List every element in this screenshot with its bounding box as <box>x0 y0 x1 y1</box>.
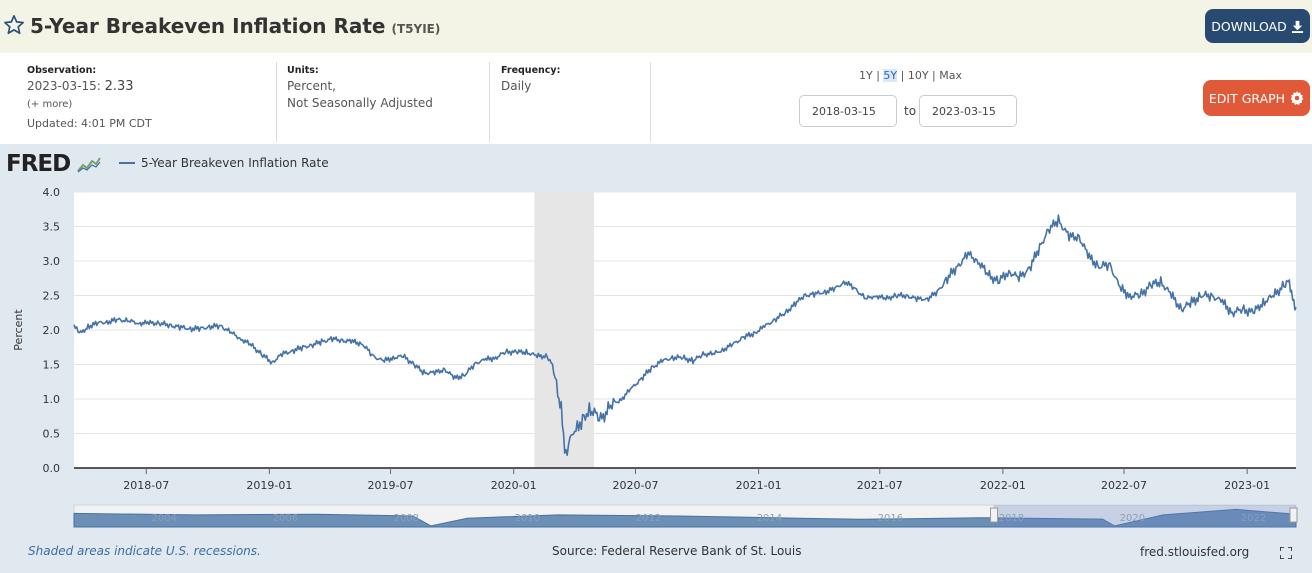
frequency-block: Frequency: Daily <box>501 53 641 144</box>
observation-label: Observation: <box>27 65 97 76</box>
range-1y[interactable]: 1Y <box>859 69 873 82</box>
units-line2: Not Seasonally Adjusted <box>287 96 433 110</box>
chart-legend: 5-Year Breakeven Inflation Rate <box>119 156 329 170</box>
x-tick-label: 2022-07 <box>1101 479 1147 492</box>
series-id: (T5YIE) <box>391 22 441 36</box>
fred-logo: FRED <box>6 151 102 177</box>
recession-note: Shaded areas indicate U.S. recessions. <box>28 544 261 558</box>
navigator-year-label: 2010 <box>515 513 540 524</box>
edit-graph-label: EDIT GRAPH <box>1208 90 1286 106</box>
observation-value: 2.33 <box>104 79 134 94</box>
series-line <box>73 214 1297 457</box>
x-tick-label: 2019-07 <box>368 479 414 492</box>
download-label: DOWNLOAD <box>1211 18 1287 34</box>
range-max[interactable]: Max <box>939 69 963 82</box>
x-tick-label: 2018-07 <box>123 479 169 492</box>
navigator-year-label: 2014 <box>757 513 782 524</box>
y-tick-label: 0.0 <box>43 462 61 475</box>
divider <box>276 62 277 142</box>
y-tick-label: 3.5 <box>43 221 61 234</box>
line-chart[interactable]: 0.0 0.5 1.0 1.5 2.0 2.5 3.0 3.5 4.0 2018-07 2019-0… <box>0 0 1312 540</box>
navigator-year-label: 2016 <box>878 513 903 524</box>
site-link[interactable]: fred.stlouisfed.org <box>1140 545 1250 559</box>
y-tick-label: 4.0 <box>43 186 61 199</box>
fullscreen-icon[interactable] <box>1280 547 1292 559</box>
units-line1: Percent, <box>287 79 336 93</box>
observation-block: Observation: 2023-03-15: 2.33 (+ more) U… <box>27 53 272 144</box>
logo-text: FRED <box>6 151 71 177</box>
navigator-year-label: 2012 <box>636 513 661 524</box>
x-tick-label: 2019-01 <box>246 479 292 492</box>
observation-line: 2023-03-15: 2.33 <box>27 79 134 94</box>
navigator-handle-left[interactable] <box>990 507 999 523</box>
star-icon[interactable] <box>3 14 25 36</box>
range-5y[interactable]: 5Y <box>883 69 898 82</box>
info-panel: Observation: 2023-03-15: 2.33 (+ more) U… <box>0 53 1312 144</box>
y-tick-label: 2.5 <box>43 290 61 303</box>
x-tick-label: 2023-01 <box>1224 479 1270 492</box>
navigator-year-label: 2006 <box>273 513 298 524</box>
x-tick-label: 2020-01 <box>491 479 537 492</box>
divider <box>650 62 651 142</box>
gear-icon <box>1290 91 1304 105</box>
y-tick-label: 1.0 <box>43 393 61 406</box>
end-date-input[interactable]: 2023-03-15 <box>919 95 1017 127</box>
download-icon <box>1291 20 1303 33</box>
frequency-label: Frequency: <box>501 65 561 76</box>
source-text: Source: Federal Reserve Bank of St. Loui… <box>552 544 802 558</box>
x-tick-label: 2021-01 <box>736 479 782 492</box>
y-tick-label: 0.5 <box>43 428 61 441</box>
navigator-year-label: 2008 <box>394 513 419 524</box>
legend-swatch <box>119 162 135 164</box>
units-label: Units: <box>287 65 319 76</box>
download-button[interactable]: DOWNLOAD <box>1205 9 1310 43</box>
navigator-year-label: 2018 <box>999 513 1024 524</box>
range-10y[interactable]: 10Y <box>907 69 929 82</box>
y-tick-label: 1.5 <box>43 359 61 372</box>
page-title: 5-Year Breakeven Inflation Rate (T5YIE) <box>30 14 440 38</box>
more-link[interactable]: (+ more) <box>27 99 73 110</box>
y-tick-label: 2.0 <box>43 324 61 337</box>
navigator-selection[interactable] <box>993 505 1296 527</box>
to-label: to <box>904 104 917 118</box>
frequency-value: Daily <box>501 79 532 93</box>
navigator-year-label: 2022 <box>1241 513 1266 524</box>
x-tick-label: 2022-01 <box>980 479 1026 492</box>
y-axis-label: Percent <box>12 309 25 351</box>
x-tick-label: 2021-07 <box>857 479 903 492</box>
start-date-input[interactable]: 2018-03-15 <box>799 95 897 127</box>
observation-date: 2023-03-15: <box>27 79 101 93</box>
legend-label: 5-Year Breakeven Inflation Rate <box>141 156 329 170</box>
navigator-handle-right[interactable] <box>1289 507 1298 523</box>
x-tick-label: 2020-07 <box>612 479 658 492</box>
divider <box>489 62 490 142</box>
navigator-year-label: 2004 <box>152 513 177 524</box>
range-selector: 1Y | 5Y | 10Y | Max <box>859 69 963 82</box>
series-title: 5-Year Breakeven Inflation Rate <box>30 14 386 38</box>
chart-logo-icon <box>77 155 102 173</box>
navigator-year-label: 2020 <box>1120 513 1145 524</box>
header-bar: 5-Year Breakeven Inflation Rate (T5YIE) D… <box>0 0 1312 53</box>
edit-graph-button[interactable]: EDIT GRAPH <box>1203 80 1310 116</box>
updated-time: Updated: 4:01 PM CDT <box>27 117 152 130</box>
y-tick-label: 3.0 <box>43 255 61 268</box>
units-block: Units: Percent, Not Seasonally Adjusted <box>287 53 487 144</box>
navigator-series <box>73 508 1297 528</box>
